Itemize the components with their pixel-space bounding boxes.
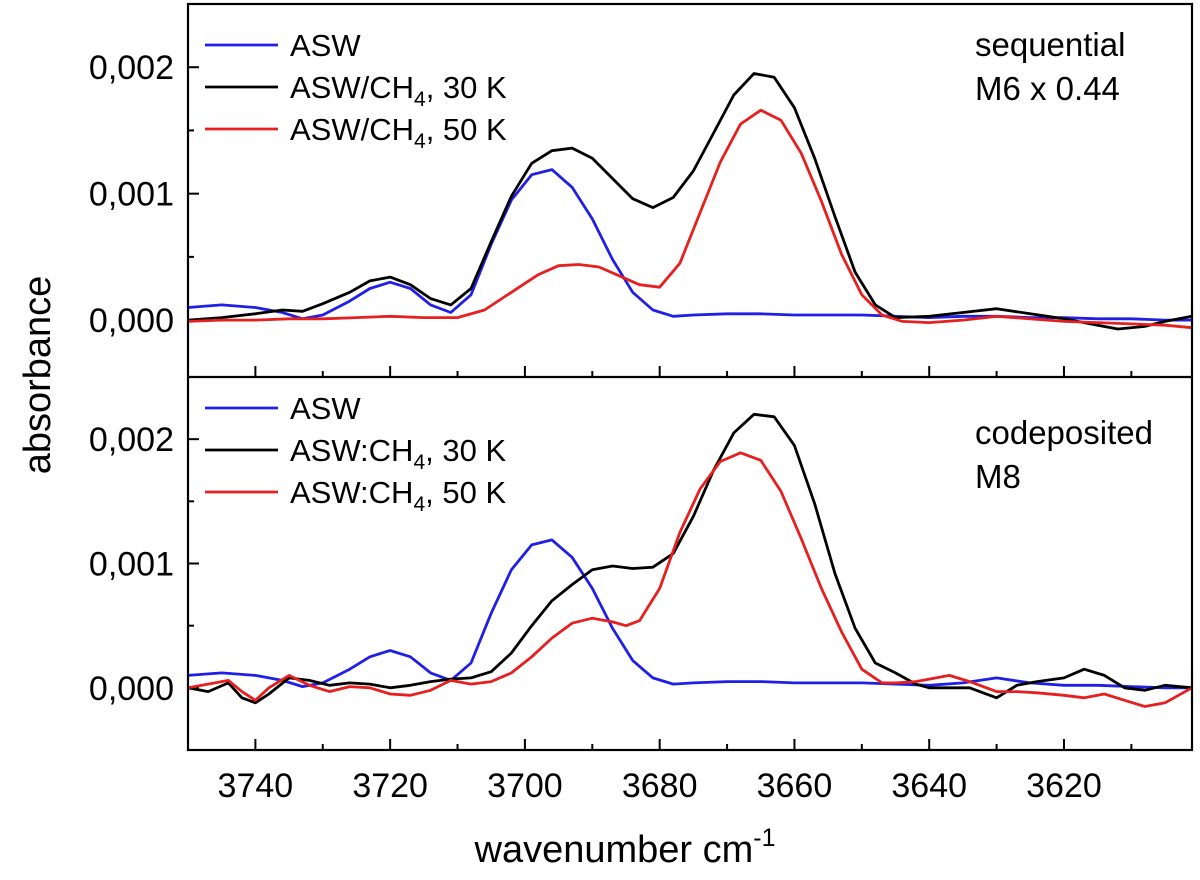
panel-annotation: sequential <box>975 26 1125 63</box>
y-tick-label: 0,001 <box>89 176 174 214</box>
x-tick-label: 3720 <box>352 767 428 805</box>
series-line-1 <box>188 538 1192 690</box>
legend-label: ASW:CH4, 50 K <box>290 475 506 516</box>
series-line-3 <box>188 451 1192 708</box>
panel-annotation: codeposited <box>975 414 1153 451</box>
legend-label-subscript: 4 <box>413 451 425 474</box>
legend-label-subscript: 4 <box>413 493 425 516</box>
legend-label: ASW <box>290 28 361 63</box>
legend-label-main: ASW:CH <box>290 433 413 468</box>
legend-label-main: ASW/CH <box>290 70 414 105</box>
y-tick-label: 0,000 <box>89 670 174 708</box>
x-axis-label-text: wavenumber cm <box>474 829 754 871</box>
y-tick-label: 0,002 <box>89 49 174 87</box>
legend-label: ASW:CH4, 30 K <box>290 433 506 474</box>
legend-label-tail: , 30 K <box>426 70 507 105</box>
legend-label-tail: , 30 K <box>425 433 506 468</box>
legend-label-main: ASW/CH <box>290 112 414 147</box>
y-tick-label: 0,002 <box>89 421 174 459</box>
x-tick-label: 3660 <box>757 767 833 805</box>
x-tick-label: 3680 <box>622 767 698 805</box>
x-axis-label: wavenumber cm-1 <box>474 824 776 871</box>
x-tick-label: 3620 <box>1026 767 1102 805</box>
legend-label: ASW/CH4, 50 K <box>290 112 507 153</box>
series-line-2 <box>188 72 1192 331</box>
legend-label-subscript: 4 <box>414 88 426 111</box>
legend-label-main: ASW:CH <box>290 475 413 510</box>
panel-annotation: M6 x 0.44 <box>975 70 1120 107</box>
legend-label: ASW/CH4, 30 K <box>290 70 507 111</box>
y-axis-label: absorbance <box>17 276 59 475</box>
y-tick-label: 0,000 <box>89 302 174 340</box>
x-axis-label-superscript: -1 <box>753 824 775 852</box>
y-tick-label: 0,001 <box>89 546 174 584</box>
x-tick-label: 3700 <box>487 767 563 805</box>
legend-label-tail: , 50 K <box>425 475 506 510</box>
x-tick-label: 3740 <box>218 767 294 805</box>
legend-label-subscript: 4 <box>414 130 426 153</box>
legend-label-main: ASW <box>290 391 361 426</box>
series-line-3 <box>188 108 1192 330</box>
legend-label: ASW <box>290 391 361 426</box>
panel-annotation: M8 <box>975 458 1021 495</box>
legend-label-tail: , 50 K <box>426 112 507 147</box>
x-tick-label: 3640 <box>891 767 967 805</box>
legend-label-main: ASW <box>290 28 361 63</box>
